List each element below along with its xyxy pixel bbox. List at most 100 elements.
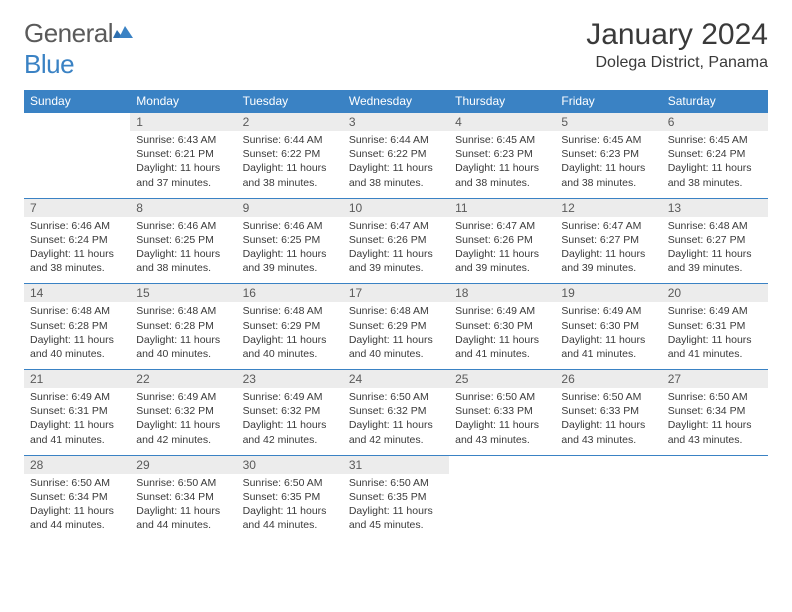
day-number-cell: 13	[662, 198, 768, 217]
sunset-line: Sunset: 6:33 PM	[455, 404, 549, 418]
sunset-line: Sunset: 6:27 PM	[668, 233, 762, 247]
sunrise-line: Sunrise: 6:48 AM	[668, 219, 762, 233]
sunrise-line: Sunrise: 6:50 AM	[455, 390, 549, 404]
sunrise-line: Sunrise: 6:45 AM	[668, 133, 762, 147]
weekday-header: Friday	[555, 90, 661, 113]
daylight-line: Daylight: 11 hours and 38 minutes.	[349, 161, 443, 189]
sunset-line: Sunset: 6:32 PM	[136, 404, 230, 418]
day-number-cell: 9	[237, 198, 343, 217]
day-detail-cell: Sunrise: 6:46 AMSunset: 6:24 PMDaylight:…	[24, 217, 130, 284]
daylight-line: Daylight: 11 hours and 40 minutes.	[136, 333, 230, 361]
daylight-line: Daylight: 11 hours and 44 minutes.	[136, 504, 230, 532]
day-detail-cell: Sunrise: 6:45 AMSunset: 6:24 PMDaylight:…	[662, 131, 768, 198]
daylight-line: Daylight: 11 hours and 39 minutes.	[349, 247, 443, 275]
sunset-line: Sunset: 6:22 PM	[349, 147, 443, 161]
daylight-line: Daylight: 11 hours and 43 minutes.	[561, 418, 655, 446]
weekday-header: Tuesday	[237, 90, 343, 113]
day-detail-cell	[555, 474, 661, 541]
sunrise-line: Sunrise: 6:50 AM	[136, 476, 230, 490]
day-detail-cell: Sunrise: 6:49 AMSunset: 6:31 PMDaylight:…	[662, 302, 768, 369]
daylight-line: Daylight: 11 hours and 41 minutes.	[455, 333, 549, 361]
sunset-line: Sunset: 6:33 PM	[561, 404, 655, 418]
sunset-line: Sunset: 6:28 PM	[30, 319, 124, 333]
day-detail-cell: Sunrise: 6:45 AMSunset: 6:23 PMDaylight:…	[555, 131, 661, 198]
day-number-cell: 8	[130, 198, 236, 217]
sunrise-line: Sunrise: 6:46 AM	[243, 219, 337, 233]
day-detail-cell: Sunrise: 6:47 AMSunset: 6:27 PMDaylight:…	[555, 217, 661, 284]
day-number-cell: 15	[130, 284, 236, 303]
sunrise-line: Sunrise: 6:44 AM	[243, 133, 337, 147]
day-detail-cell: Sunrise: 6:48 AMSunset: 6:29 PMDaylight:…	[343, 302, 449, 369]
sunset-line: Sunset: 6:30 PM	[455, 319, 549, 333]
sunset-line: Sunset: 6:26 PM	[349, 233, 443, 247]
daylight-line: Daylight: 11 hours and 39 minutes.	[455, 247, 549, 275]
day-number-cell: 11	[449, 198, 555, 217]
day-number-cell: 28	[24, 455, 130, 474]
daylight-line: Daylight: 11 hours and 38 minutes.	[668, 161, 762, 189]
logo-part2: Blue	[24, 49, 74, 79]
day-detail-cell: Sunrise: 6:44 AMSunset: 6:22 PMDaylight:…	[237, 131, 343, 198]
day-detail-cell: Sunrise: 6:44 AMSunset: 6:22 PMDaylight:…	[343, 131, 449, 198]
sunrise-line: Sunrise: 6:47 AM	[455, 219, 549, 233]
day-number-cell	[555, 455, 661, 474]
day-detail-cell	[24, 131, 130, 198]
day-detail-cell: Sunrise: 6:50 AMSunset: 6:34 PMDaylight:…	[24, 474, 130, 541]
sunset-line: Sunset: 6:27 PM	[561, 233, 655, 247]
day-number-cell: 6	[662, 113, 768, 132]
day-detail-cell: Sunrise: 6:50 AMSunset: 6:35 PMDaylight:…	[343, 474, 449, 541]
sunset-line: Sunset: 6:25 PM	[243, 233, 337, 247]
sunrise-line: Sunrise: 6:49 AM	[668, 304, 762, 318]
sunset-line: Sunset: 6:34 PM	[668, 404, 762, 418]
day-number-cell: 4	[449, 113, 555, 132]
daylight-line: Daylight: 11 hours and 42 minutes.	[243, 418, 337, 446]
daylight-line: Daylight: 11 hours and 45 minutes.	[349, 504, 443, 532]
daylight-line: Daylight: 11 hours and 38 minutes.	[136, 247, 230, 275]
day-number-cell: 5	[555, 113, 661, 132]
sunset-line: Sunset: 6:35 PM	[349, 490, 443, 504]
sunrise-line: Sunrise: 6:48 AM	[243, 304, 337, 318]
calendar-table: SundayMondayTuesdayWednesdayThursdayFrid…	[24, 90, 768, 540]
day-number-row: 14151617181920	[24, 284, 768, 303]
day-detail-cell: Sunrise: 6:50 AMSunset: 6:32 PMDaylight:…	[343, 388, 449, 455]
day-number-cell: 14	[24, 284, 130, 303]
sunrise-line: Sunrise: 6:50 AM	[349, 476, 443, 490]
day-number-cell: 22	[130, 370, 236, 389]
sunrise-line: Sunrise: 6:48 AM	[349, 304, 443, 318]
logo-text: GeneralBlue	[24, 18, 135, 80]
day-number-cell	[662, 455, 768, 474]
sunset-line: Sunset: 6:34 PM	[136, 490, 230, 504]
sunset-line: Sunset: 6:26 PM	[455, 233, 549, 247]
daylight-line: Daylight: 11 hours and 38 minutes.	[30, 247, 124, 275]
location: Dolega District, Panama	[586, 54, 768, 72]
day-detail-cell: Sunrise: 6:49 AMSunset: 6:30 PMDaylight:…	[555, 302, 661, 369]
day-number-cell: 2	[237, 113, 343, 132]
sunrise-line: Sunrise: 6:50 AM	[243, 476, 337, 490]
day-detail-cell: Sunrise: 6:50 AMSunset: 6:33 PMDaylight:…	[449, 388, 555, 455]
day-number-cell: 20	[662, 284, 768, 303]
day-detail-row: Sunrise: 6:50 AMSunset: 6:34 PMDaylight:…	[24, 474, 768, 541]
day-detail-cell: Sunrise: 6:50 AMSunset: 6:35 PMDaylight:…	[237, 474, 343, 541]
day-detail-cell: Sunrise: 6:45 AMSunset: 6:23 PMDaylight:…	[449, 131, 555, 198]
logo: GeneralBlue	[24, 18, 135, 80]
sunrise-line: Sunrise: 6:49 AM	[243, 390, 337, 404]
weekday-header: Saturday	[662, 90, 768, 113]
sunrise-line: Sunrise: 6:50 AM	[349, 390, 443, 404]
daylight-line: Daylight: 11 hours and 38 minutes.	[455, 161, 549, 189]
day-detail-cell: Sunrise: 6:46 AMSunset: 6:25 PMDaylight:…	[130, 217, 236, 284]
day-number-cell: 3	[343, 113, 449, 132]
calendar-page: GeneralBlue January 2024 Dolega District…	[0, 0, 792, 550]
day-detail-cell: Sunrise: 6:49 AMSunset: 6:32 PMDaylight:…	[237, 388, 343, 455]
sunrise-line: Sunrise: 6:48 AM	[136, 304, 230, 318]
day-number-cell: 26	[555, 370, 661, 389]
day-detail-cell: Sunrise: 6:48 AMSunset: 6:28 PMDaylight:…	[130, 302, 236, 369]
day-number-row: 78910111213	[24, 198, 768, 217]
sunrise-line: Sunrise: 6:49 AM	[136, 390, 230, 404]
daylight-line: Daylight: 11 hours and 40 minutes.	[30, 333, 124, 361]
sunrise-line: Sunrise: 6:43 AM	[136, 133, 230, 147]
daylight-line: Daylight: 11 hours and 43 minutes.	[668, 418, 762, 446]
day-number-cell: 27	[662, 370, 768, 389]
sunset-line: Sunset: 6:32 PM	[349, 404, 443, 418]
sunrise-line: Sunrise: 6:46 AM	[136, 219, 230, 233]
weekday-header: Sunday	[24, 90, 130, 113]
daylight-line: Daylight: 11 hours and 44 minutes.	[30, 504, 124, 532]
